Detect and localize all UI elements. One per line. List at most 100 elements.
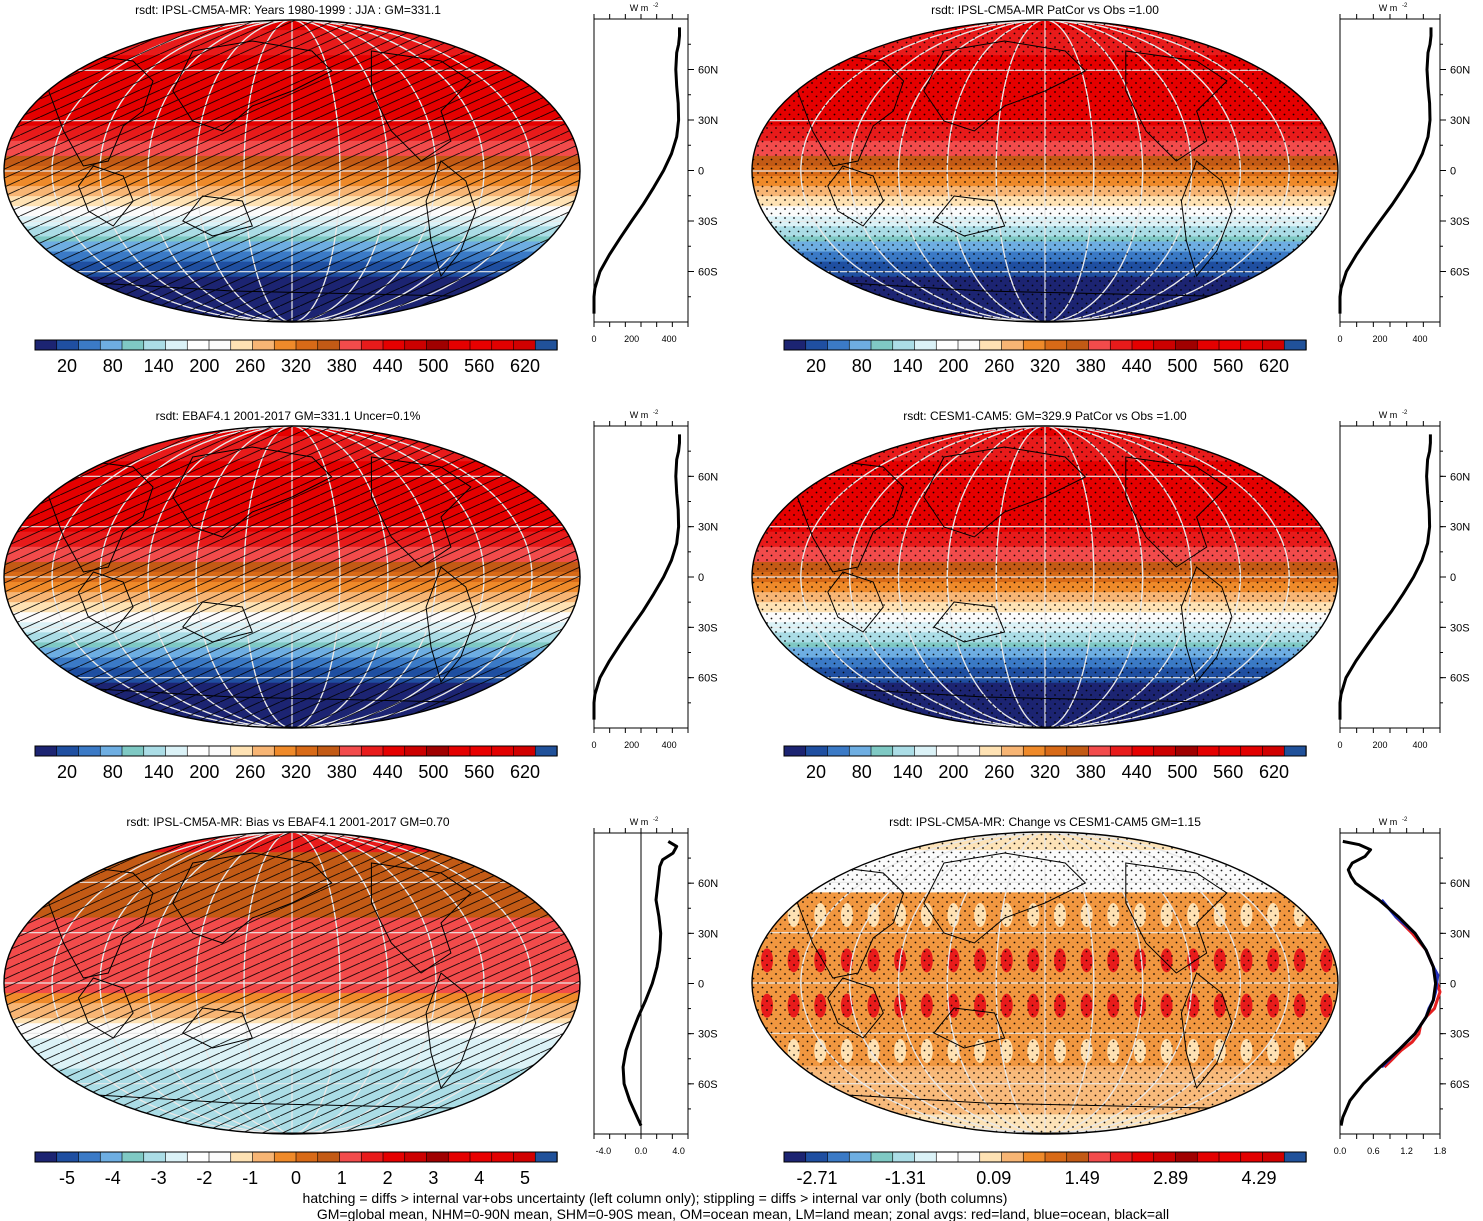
colorbar-swatch bbox=[513, 1151, 536, 1163]
colorbar-tick-label: -5 bbox=[59, 1168, 75, 1188]
colorbar-swatch bbox=[339, 745, 362, 757]
colorbar-tick-label: 2 bbox=[383, 1168, 393, 1188]
colorbar-swatch bbox=[1218, 745, 1242, 757]
significance-pattern bbox=[752, 426, 1338, 728]
footnote-line-1: hatching = diffs > internal var+obs unce… bbox=[303, 1190, 1008, 1206]
colorbar-swatch bbox=[827, 745, 850, 757]
colorbar-swatch bbox=[447, 339, 471, 351]
colorbar-swatch bbox=[426, 1151, 449, 1163]
colorbar-tick-label: 560 bbox=[1213, 762, 1243, 782]
zonal-y-tick-label: 60N bbox=[698, 471, 718, 483]
footnote-line-2: GM=global mean, NHM=0-90N mean, SHM=0-90… bbox=[317, 1206, 1169, 1221]
colorbar-swatch bbox=[1175, 339, 1198, 351]
colorbar-swatch bbox=[827, 1151, 850, 1163]
colorbar-swatch bbox=[360, 745, 384, 757]
colorbar-swatch bbox=[914, 745, 937, 757]
zonal-unit-label: W m bbox=[630, 817, 649, 827]
zonal-y-tick-label: 60S bbox=[698, 1079, 718, 1091]
zonal-x-tick-label: 400 bbox=[1412, 334, 1427, 344]
colorbar-swatch bbox=[848, 1151, 872, 1163]
colorbar-swatch bbox=[1088, 339, 1111, 351]
colorbar-swatch bbox=[295, 339, 319, 351]
panel-title: rsdt: IPSL-CM5A-MR: Change vs CESM1-CAM5… bbox=[889, 815, 1201, 829]
colorbar-swatch bbox=[914, 339, 937, 351]
colorbar-swatch bbox=[121, 1151, 145, 1163]
colorbar-tick-label: 200 bbox=[189, 762, 219, 782]
zonal-y-tick-label: 60S bbox=[1450, 673, 1470, 685]
colorbar-swatch bbox=[56, 339, 80, 351]
zonal-y-tick-label: 60N bbox=[1450, 65, 1470, 77]
panel-title: rsdt: IPSL-CM5A-MR PatCor vs Obs =1.00 bbox=[931, 3, 1159, 17]
colorbar-swatch bbox=[513, 339, 536, 351]
colorbar-tick-label: 620 bbox=[510, 762, 540, 782]
colorbar-swatch bbox=[783, 339, 807, 351]
colorbar-swatch bbox=[870, 1151, 894, 1163]
colorbar-swatch bbox=[1044, 745, 1068, 757]
colorbar-swatch bbox=[957, 339, 981, 351]
significance-pattern bbox=[4, 20, 580, 322]
colorbar-swatch bbox=[382, 1151, 406, 1163]
colorbar-tick-label: -3 bbox=[151, 1168, 167, 1188]
colorbar-swatch bbox=[34, 745, 58, 757]
colorbar-swatch bbox=[143, 339, 167, 351]
colorbar-tick-label: 140 bbox=[893, 356, 923, 376]
colorbar-swatch bbox=[1001, 1151, 1024, 1163]
colorbar-tick-label: -2.71 bbox=[796, 1168, 837, 1188]
colorbar-swatch bbox=[404, 1151, 428, 1163]
colorbar-swatch bbox=[230, 339, 254, 351]
colorbar-tick-label: 440 bbox=[373, 762, 403, 782]
zonal-y-tick-label: 30N bbox=[698, 928, 718, 940]
colorbar-swatch bbox=[1262, 745, 1285, 757]
map-body bbox=[752, 832, 1338, 1134]
map-outline bbox=[751, 831, 1339, 1135]
zonal-y-tick-label: 30N bbox=[1450, 928, 1470, 940]
zonal-y-tick-label: 30N bbox=[698, 522, 718, 534]
map-body bbox=[752, 20, 1338, 322]
colorbar-tick-label: 380 bbox=[1076, 762, 1106, 782]
colorbar-tick-label: 1 bbox=[337, 1168, 347, 1188]
zonal-unit-superscript: -2 bbox=[653, 410, 659, 416]
colorbar-tick-label: 440 bbox=[1122, 356, 1152, 376]
map-body bbox=[4, 426, 580, 728]
zonal-unit-superscript: -2 bbox=[653, 817, 659, 823]
colorbar-swatch bbox=[339, 1151, 362, 1163]
colorbar-tick-label: 440 bbox=[1122, 762, 1152, 782]
colorbar-tick-label: 200 bbox=[189, 356, 219, 376]
colorbar-swatch bbox=[1131, 1151, 1155, 1163]
colorbar-swatch bbox=[208, 1151, 232, 1163]
zonal-x-tick-label: 0.6 bbox=[1367, 1146, 1380, 1156]
colorbar-swatch bbox=[805, 1151, 829, 1163]
colorbar-swatch bbox=[1109, 745, 1133, 757]
colorbar-swatch bbox=[252, 745, 275, 757]
colorbar-tick-label: 260 bbox=[984, 356, 1014, 376]
colorbar-swatch bbox=[491, 339, 515, 351]
colorbar-tick-label: 620 bbox=[1259, 356, 1289, 376]
colorbar-tick-label: 380 bbox=[327, 762, 357, 782]
colorbar-frame bbox=[34, 745, 558, 757]
colorbar-swatch bbox=[360, 1151, 384, 1163]
colorbar-tick-label: 20 bbox=[57, 762, 77, 782]
colorbar-swatch bbox=[827, 339, 850, 351]
colorbar-swatch bbox=[230, 1151, 254, 1163]
colorbar-swatch bbox=[317, 339, 341, 351]
zonal-unit-label: W m bbox=[1379, 3, 1398, 13]
colorbar-swatch bbox=[56, 1151, 80, 1163]
colorbar-swatch bbox=[339, 339, 362, 351]
colorbar-swatch bbox=[1109, 1151, 1133, 1163]
colorbar-tick-label: 2.89 bbox=[1153, 1168, 1188, 1188]
zonal-y-tick-label: 60N bbox=[1450, 878, 1470, 890]
zonal-y-tick-label: 30N bbox=[1450, 522, 1470, 534]
zonal-y-tick-label: 60S bbox=[1450, 1079, 1470, 1091]
zonal-y-tick-label: 30S bbox=[698, 216, 718, 228]
map-body bbox=[752, 426, 1338, 728]
colorbar-swatch bbox=[1088, 745, 1111, 757]
colorbar-swatch bbox=[143, 745, 167, 757]
colorbar-swatch bbox=[208, 339, 232, 351]
colorbar-swatch bbox=[1044, 339, 1068, 351]
colorbar-swatch bbox=[1196, 1151, 1220, 1163]
colorbar-tick-label: -2 bbox=[196, 1168, 212, 1188]
colorbar-swatch bbox=[1218, 339, 1242, 351]
colorbar-swatch bbox=[1066, 339, 1090, 351]
colorbar-tick-label: 260 bbox=[235, 762, 265, 782]
zonal-y-tick-label: 0 bbox=[698, 572, 704, 584]
